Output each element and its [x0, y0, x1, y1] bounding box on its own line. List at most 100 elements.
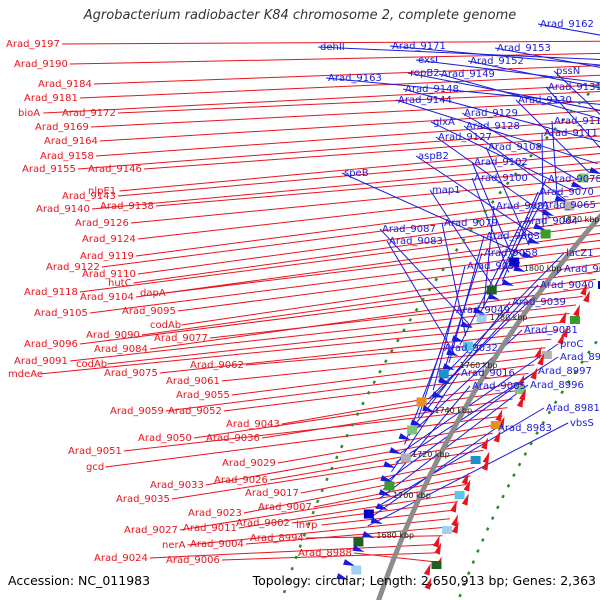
left-connector-line: [243, 466, 475, 514]
scale-tick-label: 1780 kbp: [490, 313, 528, 322]
right-gene-label: Arad_9083: [389, 236, 443, 247]
right-connector-line: [382, 385, 471, 491]
reverse-gene-arrow: [343, 559, 356, 567]
forward-gene-arrow: [461, 493, 469, 506]
right-connector-line: [448, 235, 485, 364]
reverse-gene-arrow: [442, 363, 455, 371]
left-connector-line: [39, 321, 564, 375]
left-connector-line: [123, 407, 508, 452]
gene-block: [578, 173, 589, 183]
forward-gene-arrow: [450, 500, 458, 513]
left-connector-line: [90, 100, 600, 128]
left-connector-line: [305, 535, 443, 539]
right-gene-label: Arad_9070: [540, 187, 594, 198]
right-gene-label: Arad_9058: [484, 248, 538, 259]
map-title: Agrobacterium radiobacter K84 chromosome…: [83, 8, 517, 23]
right-gene-label: Arad_9063: [486, 231, 540, 242]
left-connector-line: [291, 501, 458, 524]
topology-text: Topology: circular; Length: 2,650,913 bp…: [252, 573, 596, 588]
reverse-gene-arrow: [521, 251, 534, 259]
reverse-gene-arrow: [370, 517, 383, 525]
left-connector-line: [77, 128, 600, 170]
reverse-gene-arrow: [336, 573, 349, 581]
left-connector-line: [245, 526, 447, 545]
gene-block: [486, 285, 497, 295]
left-gene-label: bioA: [18, 108, 40, 119]
reverse-gene-arrow: [422, 405, 435, 413]
left-gene-label: Arad_9172: [62, 108, 116, 119]
gene-block: [476, 313, 487, 323]
right-gene-label: Arad_8981: [546, 403, 600, 414]
reverse-gene-arrow: [501, 279, 515, 287]
right-connector-line: [415, 155, 537, 237]
forward-gene-arrow: [583, 290, 590, 303]
right-gene-label: Arad_9112: [554, 116, 600, 127]
left-connector-line: [277, 424, 498, 464]
left-connector-line: [177, 255, 600, 312]
gene-block: [564, 201, 575, 211]
reverse-gene-arrow: [362, 531, 375, 539]
left-connector-line: [181, 263, 600, 326]
right-connector-line: [325, 77, 600, 105]
forward-gene-arrow: [451, 514, 459, 527]
right-connector-line: [438, 73, 600, 120]
reverse-gene-arrow: [473, 307, 486, 315]
right-gene-label: Arad_9031: [524, 325, 578, 336]
left-gene-label: Arad_9155: [22, 164, 76, 175]
reverse-gene-arrow: [352, 545, 365, 553]
left-gene-label: Arad_9084: [94, 344, 148, 355]
right-gene-label: Arad_9162: [540, 19, 594, 30]
reverse-gene-arrow: [527, 237, 540, 245]
reverse-gene-arrow: [513, 265, 526, 273]
right-connector-line: [386, 240, 455, 355]
forward-gene-arrow: [537, 353, 545, 366]
left-gene-label: Arad_9033: [150, 480, 204, 491]
right-gene-label: Arad_9016: [461, 368, 515, 379]
left-gene-label: Arad_9169: [35, 122, 89, 133]
scale-tick-label: 1820 kbp: [562, 215, 600, 224]
right-connector-line: [553, 70, 600, 116]
left-gene-label: Arad_9104: [80, 292, 134, 303]
forward-gene-arrow: [573, 304, 581, 317]
left-gene-label: Arad_9105: [34, 308, 88, 319]
gene-block: [384, 481, 395, 491]
left-gene-label: gcd: [86, 462, 104, 473]
right-gene-label: Arad_9064: [524, 216, 578, 227]
left-connector-line: [165, 239, 600, 294]
left-connector-line: [95, 119, 600, 157]
left-gene-label: Arad_9197: [6, 39, 60, 50]
left-connector-line: [79, 74, 600, 99]
scale-tick-label: 1720 kbp: [412, 450, 450, 459]
reverse-gene-arrow: [378, 489, 391, 497]
left-gene-label: Arad_9091: [14, 356, 68, 367]
left-gene-label: Arad_9023: [188, 508, 242, 519]
right-connector-line: [482, 205, 495, 309]
left-connector-line: [143, 135, 600, 170]
gene-block: [541, 351, 552, 359]
left-connector-line: [135, 232, 600, 298]
right-connector-line: [541, 132, 544, 228]
left-connector-line: [141, 270, 600, 336]
reverse-gene-arrow: [446, 349, 459, 357]
left-connector-line: [231, 355, 540, 396]
gene-block: [363, 509, 374, 519]
forward-gene-arrow: [481, 458, 489, 471]
right-connector-line: [413, 301, 511, 427]
right-gene-label: Arad_9100: [474, 173, 528, 184]
right-gene-label: glxA: [433, 117, 455, 128]
left-gene-label: Arad_9061: [166, 376, 220, 387]
left-connector-line: [105, 415, 503, 468]
left-connector-line: [93, 65, 600, 85]
left-gene-label: Arad_9024: [94, 553, 148, 564]
reverse-gene-arrow: [383, 461, 396, 469]
right-gene-label: Arad_9144: [398, 95, 452, 106]
right-gene-label: lacZ1: [566, 248, 594, 259]
left-gene-label: Arad_9017: [245, 488, 299, 499]
left-gene-label: Arad_9011: [183, 523, 237, 534]
left-gene-label: Arad_9062: [190, 360, 244, 371]
left-gene-label: Arad_9181: [24, 93, 78, 104]
left-gene-label: codAb: [150, 320, 181, 331]
left-connector-line: [269, 441, 489, 481]
right-gene-label: Arad_9079: [444, 218, 498, 229]
